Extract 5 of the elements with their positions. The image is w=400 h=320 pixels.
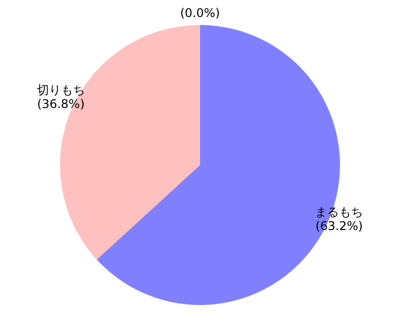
- data-label: (36.8%): [37, 96, 85, 111]
- text: (0.0%): [180, 6, 220, 20]
- slice-label: まるもち: [315, 205, 364, 220]
- data-label: (63.2%): [315, 219, 363, 234]
- slice-label: 切りもち: [36, 82, 85, 97]
